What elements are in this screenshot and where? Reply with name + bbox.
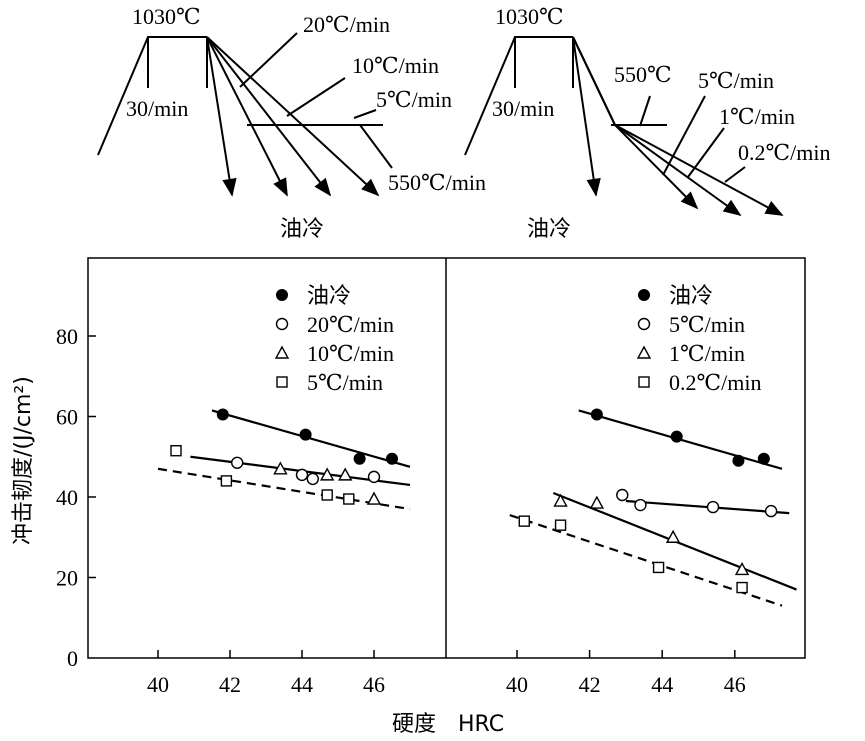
x-tick-label: 40 <box>506 672 528 697</box>
legend-label: 10℃/min <box>307 341 394 366</box>
y-tick-label: 0 <box>67 646 78 671</box>
data-point <box>299 428 312 441</box>
y-tick-label: 60 <box>56 405 78 430</box>
legend-label: 5℃/min <box>307 370 383 395</box>
data-point <box>553 493 568 507</box>
right-temp2-label: 550℃ <box>614 62 672 87</box>
y-tick-label: 80 <box>56 324 78 349</box>
data-point <box>170 445 182 457</box>
data-point <box>589 495 605 509</box>
data-point <box>665 529 681 543</box>
data-point <box>590 408 603 421</box>
x-tick-label: 44 <box>291 672 313 697</box>
data-point <box>320 467 335 481</box>
legend-marker <box>638 376 650 388</box>
data-point <box>367 470 381 484</box>
data-point <box>338 467 353 481</box>
right-hold-label: 30/min <box>492 96 554 121</box>
x-tick-label: 46 <box>363 672 385 697</box>
left-rate-5: 5℃/min <box>376 87 452 112</box>
legend-label: 油冷 <box>307 284 351 309</box>
legend-marker <box>275 317 289 331</box>
data-point <box>343 493 355 505</box>
data-point <box>764 504 778 518</box>
data-point <box>706 500 720 514</box>
left-quench-label: 油冷 <box>280 217 324 242</box>
chart-marks <box>157 408 797 607</box>
axes: 0 20 40 60 80 40 42 44 46 40 42 44 46 <box>56 324 746 697</box>
data-point <box>732 454 745 467</box>
data-point <box>518 515 530 527</box>
data-point <box>230 456 244 469</box>
left-rate-550: 550℃/min <box>388 170 486 195</box>
fit-line <box>211 409 411 468</box>
data-point <box>734 561 750 576</box>
data-point <box>757 452 770 465</box>
x-axis-label: 硬度 HRC <box>392 712 504 737</box>
data-point <box>306 472 319 486</box>
right-rate-1: 1℃/min <box>719 104 795 129</box>
data-point <box>353 452 366 465</box>
legend-marker <box>637 317 651 331</box>
legend-marker <box>636 345 652 359</box>
legend-marker <box>276 376 288 388</box>
data-point <box>652 561 665 574</box>
data-point <box>295 468 309 482</box>
data-point <box>554 519 567 531</box>
right-rate-5: 5℃/min <box>698 68 774 93</box>
x-tick-label: 46 <box>724 672 746 697</box>
x-tick-label: 42 <box>219 672 241 697</box>
left-temp-label: 1030℃ <box>132 4 201 29</box>
legends: 油冷 20℃/min 10℃/min 5℃/min 油冷 5℃/min 1℃/min 0.2℃… <box>274 284 761 395</box>
schematic-right <box>464 36 784 217</box>
data-point <box>366 491 382 505</box>
left-rate-20: 20℃/min <box>303 12 390 37</box>
legend-label: 20℃/min <box>307 312 394 337</box>
legend-label: 0.2℃/min <box>669 370 761 395</box>
data-point <box>273 461 288 475</box>
x-tick-label: 42 <box>579 672 601 697</box>
data-point <box>736 581 748 594</box>
right-rate-02: 0.2℃/min <box>738 140 830 165</box>
right-quench-label: 油冷 <box>527 217 571 242</box>
data-point <box>616 488 629 502</box>
data-point <box>321 489 333 501</box>
y-tick-label: 20 <box>56 566 78 591</box>
right-temp-label: 1030℃ <box>495 4 564 29</box>
data-point <box>220 475 233 487</box>
legend-marker <box>638 289 650 301</box>
schematic-left <box>97 32 393 197</box>
data-point <box>386 452 398 465</box>
legend-marker <box>276 289 288 301</box>
x-tick-label: 44 <box>651 672 673 697</box>
left-hold-label: 30/min <box>126 96 188 121</box>
data-point <box>216 408 229 421</box>
legend-marker <box>274 345 290 359</box>
legend-label: 油冷 <box>669 284 713 309</box>
legend-label: 5℃/min <box>669 312 745 337</box>
y-tick-label: 40 <box>56 485 78 510</box>
data-point <box>670 430 683 443</box>
data-point <box>634 498 647 512</box>
legend-label: 1℃/min <box>669 341 745 366</box>
x-tick-label: 40 <box>147 672 169 697</box>
y-axis-label: 冲击韧度/(J/cm²) <box>11 376 36 545</box>
fit-line <box>157 467 411 511</box>
left-rate-10: 10℃/min <box>352 53 439 78</box>
